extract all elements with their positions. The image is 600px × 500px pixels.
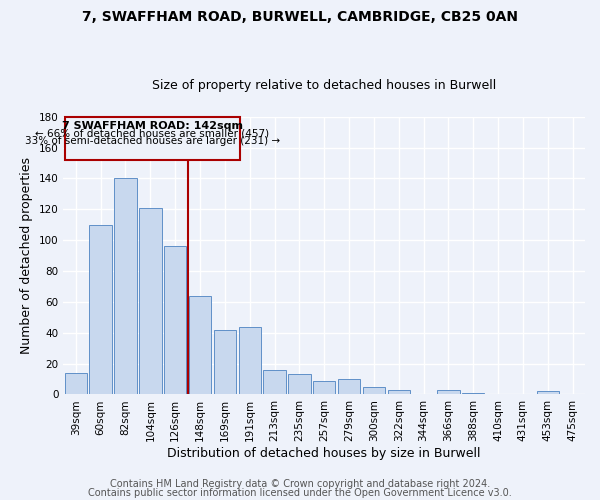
- Bar: [65, 373, 87, 394]
- Text: 7, SWAFFHAM ROAD, BURWELL, CAMBRIDGE, CB25 0AN: 7, SWAFFHAM ROAD, BURWELL, CAMBRIDGE, CB…: [82, 10, 518, 24]
- Bar: [263, 370, 286, 394]
- Bar: [536, 392, 559, 394]
- Bar: [313, 380, 335, 394]
- Text: Contains public sector information licensed under the Open Government Licence v3: Contains public sector information licen…: [88, 488, 512, 498]
- Title: Size of property relative to detached houses in Burwell: Size of property relative to detached ho…: [152, 79, 496, 92]
- Bar: [239, 326, 261, 394]
- Bar: [437, 390, 460, 394]
- Bar: [115, 178, 137, 394]
- Bar: [139, 208, 161, 394]
- Bar: [462, 393, 484, 394]
- Y-axis label: Number of detached properties: Number of detached properties: [20, 157, 33, 354]
- Bar: [288, 374, 311, 394]
- Bar: [338, 379, 360, 394]
- Bar: [388, 390, 410, 394]
- Text: ← 66% of detached houses are smaller (457): ← 66% of detached houses are smaller (45…: [35, 128, 269, 138]
- Bar: [164, 246, 187, 394]
- X-axis label: Distribution of detached houses by size in Burwell: Distribution of detached houses by size …: [167, 447, 481, 460]
- Bar: [189, 296, 211, 394]
- Bar: [214, 330, 236, 394]
- Text: 33% of semi-detached houses are larger (231) →: 33% of semi-detached houses are larger (…: [25, 136, 280, 146]
- Text: 7 SWAFFHAM ROAD: 142sqm: 7 SWAFFHAM ROAD: 142sqm: [62, 120, 242, 130]
- Bar: [89, 225, 112, 394]
- Text: Contains HM Land Registry data © Crown copyright and database right 2024.: Contains HM Land Registry data © Crown c…: [110, 479, 490, 489]
- Bar: [362, 386, 385, 394]
- FancyBboxPatch shape: [65, 117, 240, 160]
